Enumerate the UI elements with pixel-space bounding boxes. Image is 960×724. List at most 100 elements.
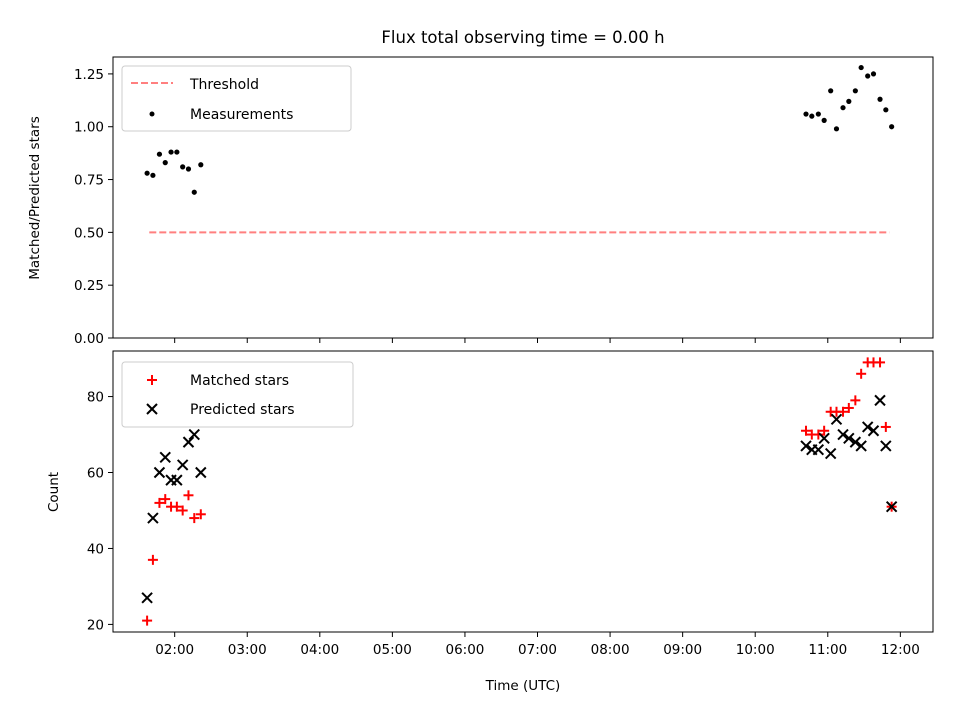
legend-measurements-swatch bbox=[149, 111, 155, 117]
matched-point bbox=[183, 490, 194, 501]
top-legend-box bbox=[121, 65, 352, 132]
matched-point bbox=[195, 509, 206, 520]
matched-point bbox=[189, 513, 200, 524]
measurement-point bbox=[870, 71, 877, 77]
measurement-point bbox=[877, 96, 883, 102]
measurement-point bbox=[168, 149, 174, 155]
matched-point bbox=[154, 497, 165, 508]
measurement-point bbox=[180, 164, 186, 170]
matched-point bbox=[177, 505, 188, 516]
matched-point bbox=[880, 421, 891, 432]
measurement-point bbox=[889, 124, 895, 130]
y-tick-label: 40 bbox=[87, 541, 104, 557]
predicted-point bbox=[849, 436, 862, 448]
predicted-point bbox=[880, 440, 892, 452]
matched-point bbox=[142, 615, 153, 626]
top-y-axis-label: Matched/Predicted stars bbox=[27, 116, 43, 279]
x-tick-label: 06:00 bbox=[445, 642, 484, 658]
predicted-point bbox=[867, 425, 880, 437]
measurement-point bbox=[809, 113, 815, 119]
y-tick-label: 0.00 bbox=[74, 331, 104, 347]
measurement-point bbox=[156, 151, 163, 157]
measurement-point bbox=[833, 126, 840, 132]
predicted-point bbox=[195, 466, 207, 479]
legend-matched-label: Matched stars bbox=[190, 373, 289, 389]
measurement-point bbox=[858, 64, 864, 71]
measurement-point bbox=[865, 73, 871, 79]
predicted-point bbox=[837, 428, 849, 441]
x-tick-label: 03:00 bbox=[228, 642, 267, 658]
matched-point bbox=[147, 554, 158, 565]
measurement-point bbox=[174, 149, 180, 155]
bottom-axes-frame bbox=[112, 350, 934, 633]
matched-point bbox=[838, 406, 849, 417]
bottom-y-axis-label: Count bbox=[46, 472, 62, 512]
measurement-point bbox=[883, 107, 889, 113]
matched-point bbox=[850, 395, 861, 406]
legend-measurements-label: Measurements bbox=[190, 107, 293, 123]
x-tick-label: 09:00 bbox=[663, 642, 702, 658]
predicted-point bbox=[147, 512, 159, 524]
y-tick-label: 0.25 bbox=[74, 278, 104, 294]
measurement-point bbox=[150, 172, 156, 178]
predicted-point bbox=[830, 413, 843, 426]
measurement-point bbox=[815, 111, 821, 117]
matched-point bbox=[171, 501, 182, 512]
predicted-point bbox=[861, 421, 874, 433]
chart-title: Flux total observing time = 0.00 h bbox=[381, 28, 664, 47]
predicted-point bbox=[182, 436, 195, 448]
predicted-point bbox=[812, 444, 825, 456]
top-panel: Flux total observing time = 0.00 h Match… bbox=[27, 28, 934, 347]
y-tick-label: 1.25 bbox=[74, 67, 104, 83]
bottom-legend-box bbox=[121, 361, 354, 428]
y-tick-label: 80 bbox=[87, 390, 104, 406]
legend-predicted-label: Predicted stars bbox=[190, 402, 295, 418]
x-tick-label: 04:00 bbox=[300, 642, 339, 658]
top-axes-frame bbox=[112, 56, 934, 339]
predicted-point bbox=[824, 447, 837, 460]
predicted-point bbox=[843, 432, 855, 445]
measurement-point bbox=[198, 162, 204, 168]
bottom-panel: Count Time (UTC) 02:00 03:00 04:00 05:00 06:… bbox=[46, 350, 934, 694]
y-tick-label: 0.50 bbox=[74, 225, 104, 241]
predicted-point bbox=[141, 592, 153, 604]
predicted-point bbox=[818, 432, 830, 445]
y-tick-label: 0.75 bbox=[74, 173, 104, 189]
y-tick-label: 1.00 bbox=[74, 120, 104, 136]
matched-point bbox=[856, 368, 867, 379]
measurement-point bbox=[185, 166, 192, 172]
x-tick-label: 02:00 bbox=[155, 642, 194, 658]
matched-point bbox=[801, 425, 812, 436]
x-tick-label: 12:00 bbox=[881, 642, 920, 658]
legend-threshold-label: Threshold bbox=[189, 77, 259, 93]
predicted-point bbox=[874, 394, 886, 407]
bottom-marks-layer bbox=[141, 357, 898, 626]
measurement-point bbox=[840, 105, 846, 111]
legend-matched-swatch bbox=[147, 375, 157, 385]
top-marks-layer bbox=[144, 64, 895, 195]
x-tick-label: 05:00 bbox=[373, 642, 412, 658]
x-tick-label: 08:00 bbox=[591, 642, 630, 658]
matched-point bbox=[843, 402, 854, 413]
predicted-point bbox=[885, 500, 898, 513]
legend-predicted-swatch bbox=[146, 403, 158, 415]
predicted-point bbox=[153, 466, 166, 479]
measurement-point bbox=[852, 88, 858, 94]
x-tick-label: 11:00 bbox=[808, 642, 847, 658]
predicted-point bbox=[800, 440, 812, 452]
y-tick-label: 20 bbox=[87, 617, 104, 633]
matched-point bbox=[160, 494, 171, 505]
measurement-point bbox=[144, 170, 150, 176]
measurement-point bbox=[846, 98, 852, 104]
y-tick-label: 60 bbox=[87, 466, 104, 482]
x-tick-label: 10:00 bbox=[736, 642, 775, 658]
measurement-point bbox=[828, 88, 834, 94]
matched-point bbox=[819, 425, 830, 436]
x-axis-label: Time (UTC) bbox=[485, 678, 561, 694]
matched-point bbox=[875, 357, 886, 368]
measurement-point bbox=[191, 189, 197, 195]
top-axes-layer: 0.00 0.25 0.50 0.75 1.00 1.25 bbox=[74, 67, 901, 347]
predicted-point bbox=[855, 440, 867, 452]
bottom-legend: Matched stars Predicted stars bbox=[121, 361, 354, 428]
top-legend: Threshold Measurements bbox=[121, 65, 352, 132]
